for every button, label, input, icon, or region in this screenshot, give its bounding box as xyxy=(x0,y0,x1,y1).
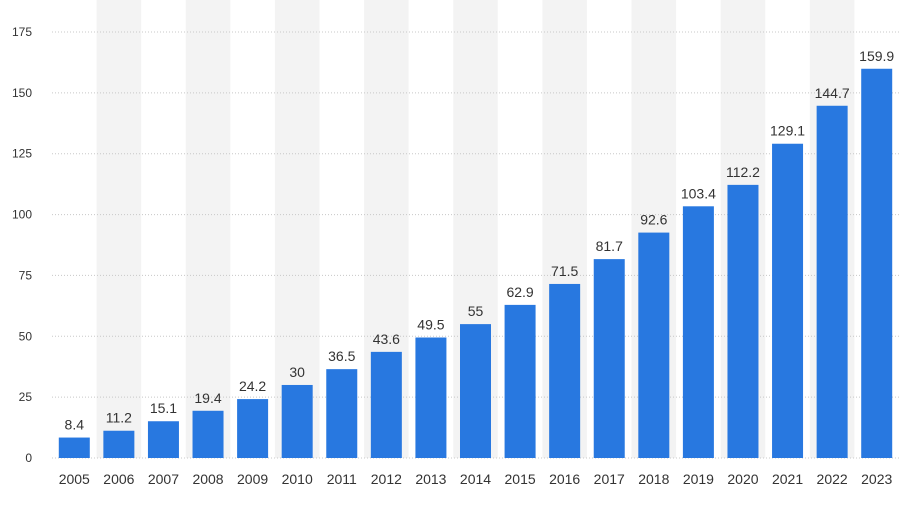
bar xyxy=(727,184,759,458)
bar xyxy=(504,304,536,458)
bar xyxy=(237,399,269,458)
x-axis-ticks: 2005 2006 2007 2008 2009 2010 2011 2012 2013 2014… xyxy=(59,471,893,487)
x-tick-label: 2018 xyxy=(638,471,669,487)
x-tick-label: 2005 xyxy=(59,471,90,487)
data-label: 55 xyxy=(468,303,484,319)
column-band xyxy=(185,0,231,458)
bars xyxy=(58,68,893,459)
bar xyxy=(593,259,625,458)
bar xyxy=(638,232,670,458)
data-label: 24.2 xyxy=(239,378,266,394)
data-label: 71.5 xyxy=(551,263,578,279)
bar xyxy=(58,437,90,458)
bar xyxy=(549,283,581,458)
data-label: 30 xyxy=(289,364,305,380)
data-label: 112.2 xyxy=(726,164,760,180)
y-tick-label: 100 xyxy=(12,208,32,222)
x-tick-label: 2023 xyxy=(861,471,892,487)
x-tick-label: 2017 xyxy=(594,471,625,487)
x-tick-label: 2020 xyxy=(727,471,758,487)
data-label: 49.5 xyxy=(417,317,444,333)
data-label: 159.9 xyxy=(859,48,894,64)
bar xyxy=(772,143,804,459)
x-tick-label: 2015 xyxy=(505,471,536,487)
y-tick-label: 50 xyxy=(19,329,33,343)
y-tick-label: 75 xyxy=(19,268,33,282)
x-tick-label: 2016 xyxy=(549,471,580,487)
x-tick-label: 2022 xyxy=(817,471,848,487)
data-label: 8.4 xyxy=(65,417,85,433)
data-label: 36.5 xyxy=(328,348,355,364)
y-tick-label: 125 xyxy=(12,147,32,161)
bar xyxy=(103,430,135,458)
column-band xyxy=(96,0,142,458)
y-tick-label: 25 xyxy=(19,390,33,404)
data-label: 15.1 xyxy=(150,400,177,416)
data-label: 81.7 xyxy=(596,238,623,254)
y-tick-label: 175 xyxy=(12,25,32,39)
bar xyxy=(460,324,491,458)
x-tick-label: 2019 xyxy=(683,471,714,487)
x-tick-label: 2007 xyxy=(148,471,179,487)
bar xyxy=(147,421,179,458)
x-tick-label: 2006 xyxy=(103,471,134,487)
x-tick-label: 2008 xyxy=(192,471,223,487)
x-tick-label: 2011 xyxy=(327,471,357,487)
data-label: 62.9 xyxy=(506,284,533,300)
data-label: 43.6 xyxy=(373,331,400,347)
y-axis-ticks: 0 25 50 75 100 125 150 175 xyxy=(12,25,32,465)
bar xyxy=(816,105,848,459)
data-labels: 8.4 11.2 15.1 19.4 24.2 30 36.5 43.6 49.5 55 62.9 7… xyxy=(65,48,895,433)
data-label: 144.7 xyxy=(815,85,850,101)
bar xyxy=(861,68,893,458)
data-label: 19.4 xyxy=(194,390,221,406)
data-label: 103.4 xyxy=(681,185,716,201)
y-tick-label: 0 xyxy=(25,451,32,465)
bar xyxy=(370,351,402,458)
x-tick-label: 2010 xyxy=(282,471,313,487)
x-tick-label: 2012 xyxy=(371,471,402,487)
column-band xyxy=(274,0,320,458)
bar xyxy=(281,384,313,458)
data-label: 129.1 xyxy=(770,123,805,139)
x-tick-label: 2021 xyxy=(772,471,803,487)
x-tick-label: 2009 xyxy=(237,471,268,487)
x-tick-label: 2013 xyxy=(415,471,446,487)
x-tick-label: 2014 xyxy=(460,471,491,487)
data-label: 11.2 xyxy=(106,410,132,426)
data-label: 92.6 xyxy=(640,212,667,228)
bar xyxy=(326,369,358,458)
bar xyxy=(415,337,447,458)
bar xyxy=(192,410,224,458)
bar xyxy=(682,206,714,458)
y-tick-label: 150 xyxy=(12,86,32,100)
